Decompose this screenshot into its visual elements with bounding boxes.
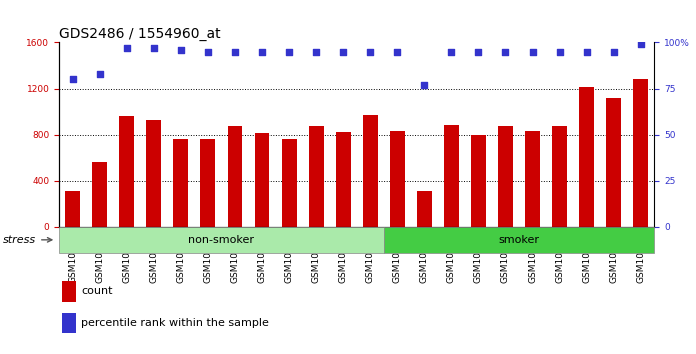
Bar: [200, 139, 215, 227]
Point: [283, 49, 294, 55]
Bar: [552, 126, 567, 227]
Point: [446, 49, 457, 55]
Bar: [93, 162, 107, 227]
Bar: [363, 115, 378, 227]
Bar: [282, 139, 296, 227]
Bar: [498, 126, 513, 227]
Point: [338, 49, 349, 55]
Point: [608, 49, 619, 55]
Bar: [383, 227, 654, 253]
Point: [500, 49, 511, 55]
Bar: [444, 125, 459, 227]
Bar: [579, 87, 594, 227]
Point: [148, 45, 159, 51]
Bar: [228, 126, 242, 227]
Bar: [633, 79, 648, 227]
Bar: [119, 116, 134, 227]
Point: [635, 41, 647, 47]
Point: [527, 49, 538, 55]
Point: [256, 49, 267, 55]
Text: percentile rank within the sample: percentile rank within the sample: [81, 318, 269, 328]
Bar: [309, 126, 324, 227]
Point: [67, 76, 78, 82]
Bar: [59, 227, 383, 253]
Point: [121, 45, 132, 51]
Point: [175, 47, 187, 53]
Point: [473, 49, 484, 55]
Point: [554, 49, 565, 55]
Bar: [335, 132, 351, 227]
Bar: [417, 191, 432, 227]
Bar: [606, 98, 621, 227]
Point: [581, 49, 592, 55]
Point: [310, 49, 322, 55]
Point: [94, 71, 105, 76]
Bar: [65, 191, 80, 227]
Bar: [62, 313, 76, 333]
Text: smoker: smoker: [498, 235, 539, 245]
Bar: [471, 135, 486, 227]
Point: [203, 49, 214, 55]
Bar: [146, 120, 161, 227]
Bar: [390, 131, 404, 227]
Text: stress: stress: [3, 235, 52, 245]
Bar: [173, 139, 189, 227]
Point: [365, 49, 376, 55]
Bar: [525, 131, 540, 227]
Text: count: count: [81, 286, 113, 296]
Bar: [62, 281, 76, 302]
Point: [392, 49, 403, 55]
Point: [419, 82, 430, 88]
Bar: [255, 133, 269, 227]
Point: [230, 49, 241, 55]
Text: non-smoker: non-smoker: [189, 235, 255, 245]
Text: GDS2486 / 1554960_at: GDS2486 / 1554960_at: [59, 28, 221, 41]
